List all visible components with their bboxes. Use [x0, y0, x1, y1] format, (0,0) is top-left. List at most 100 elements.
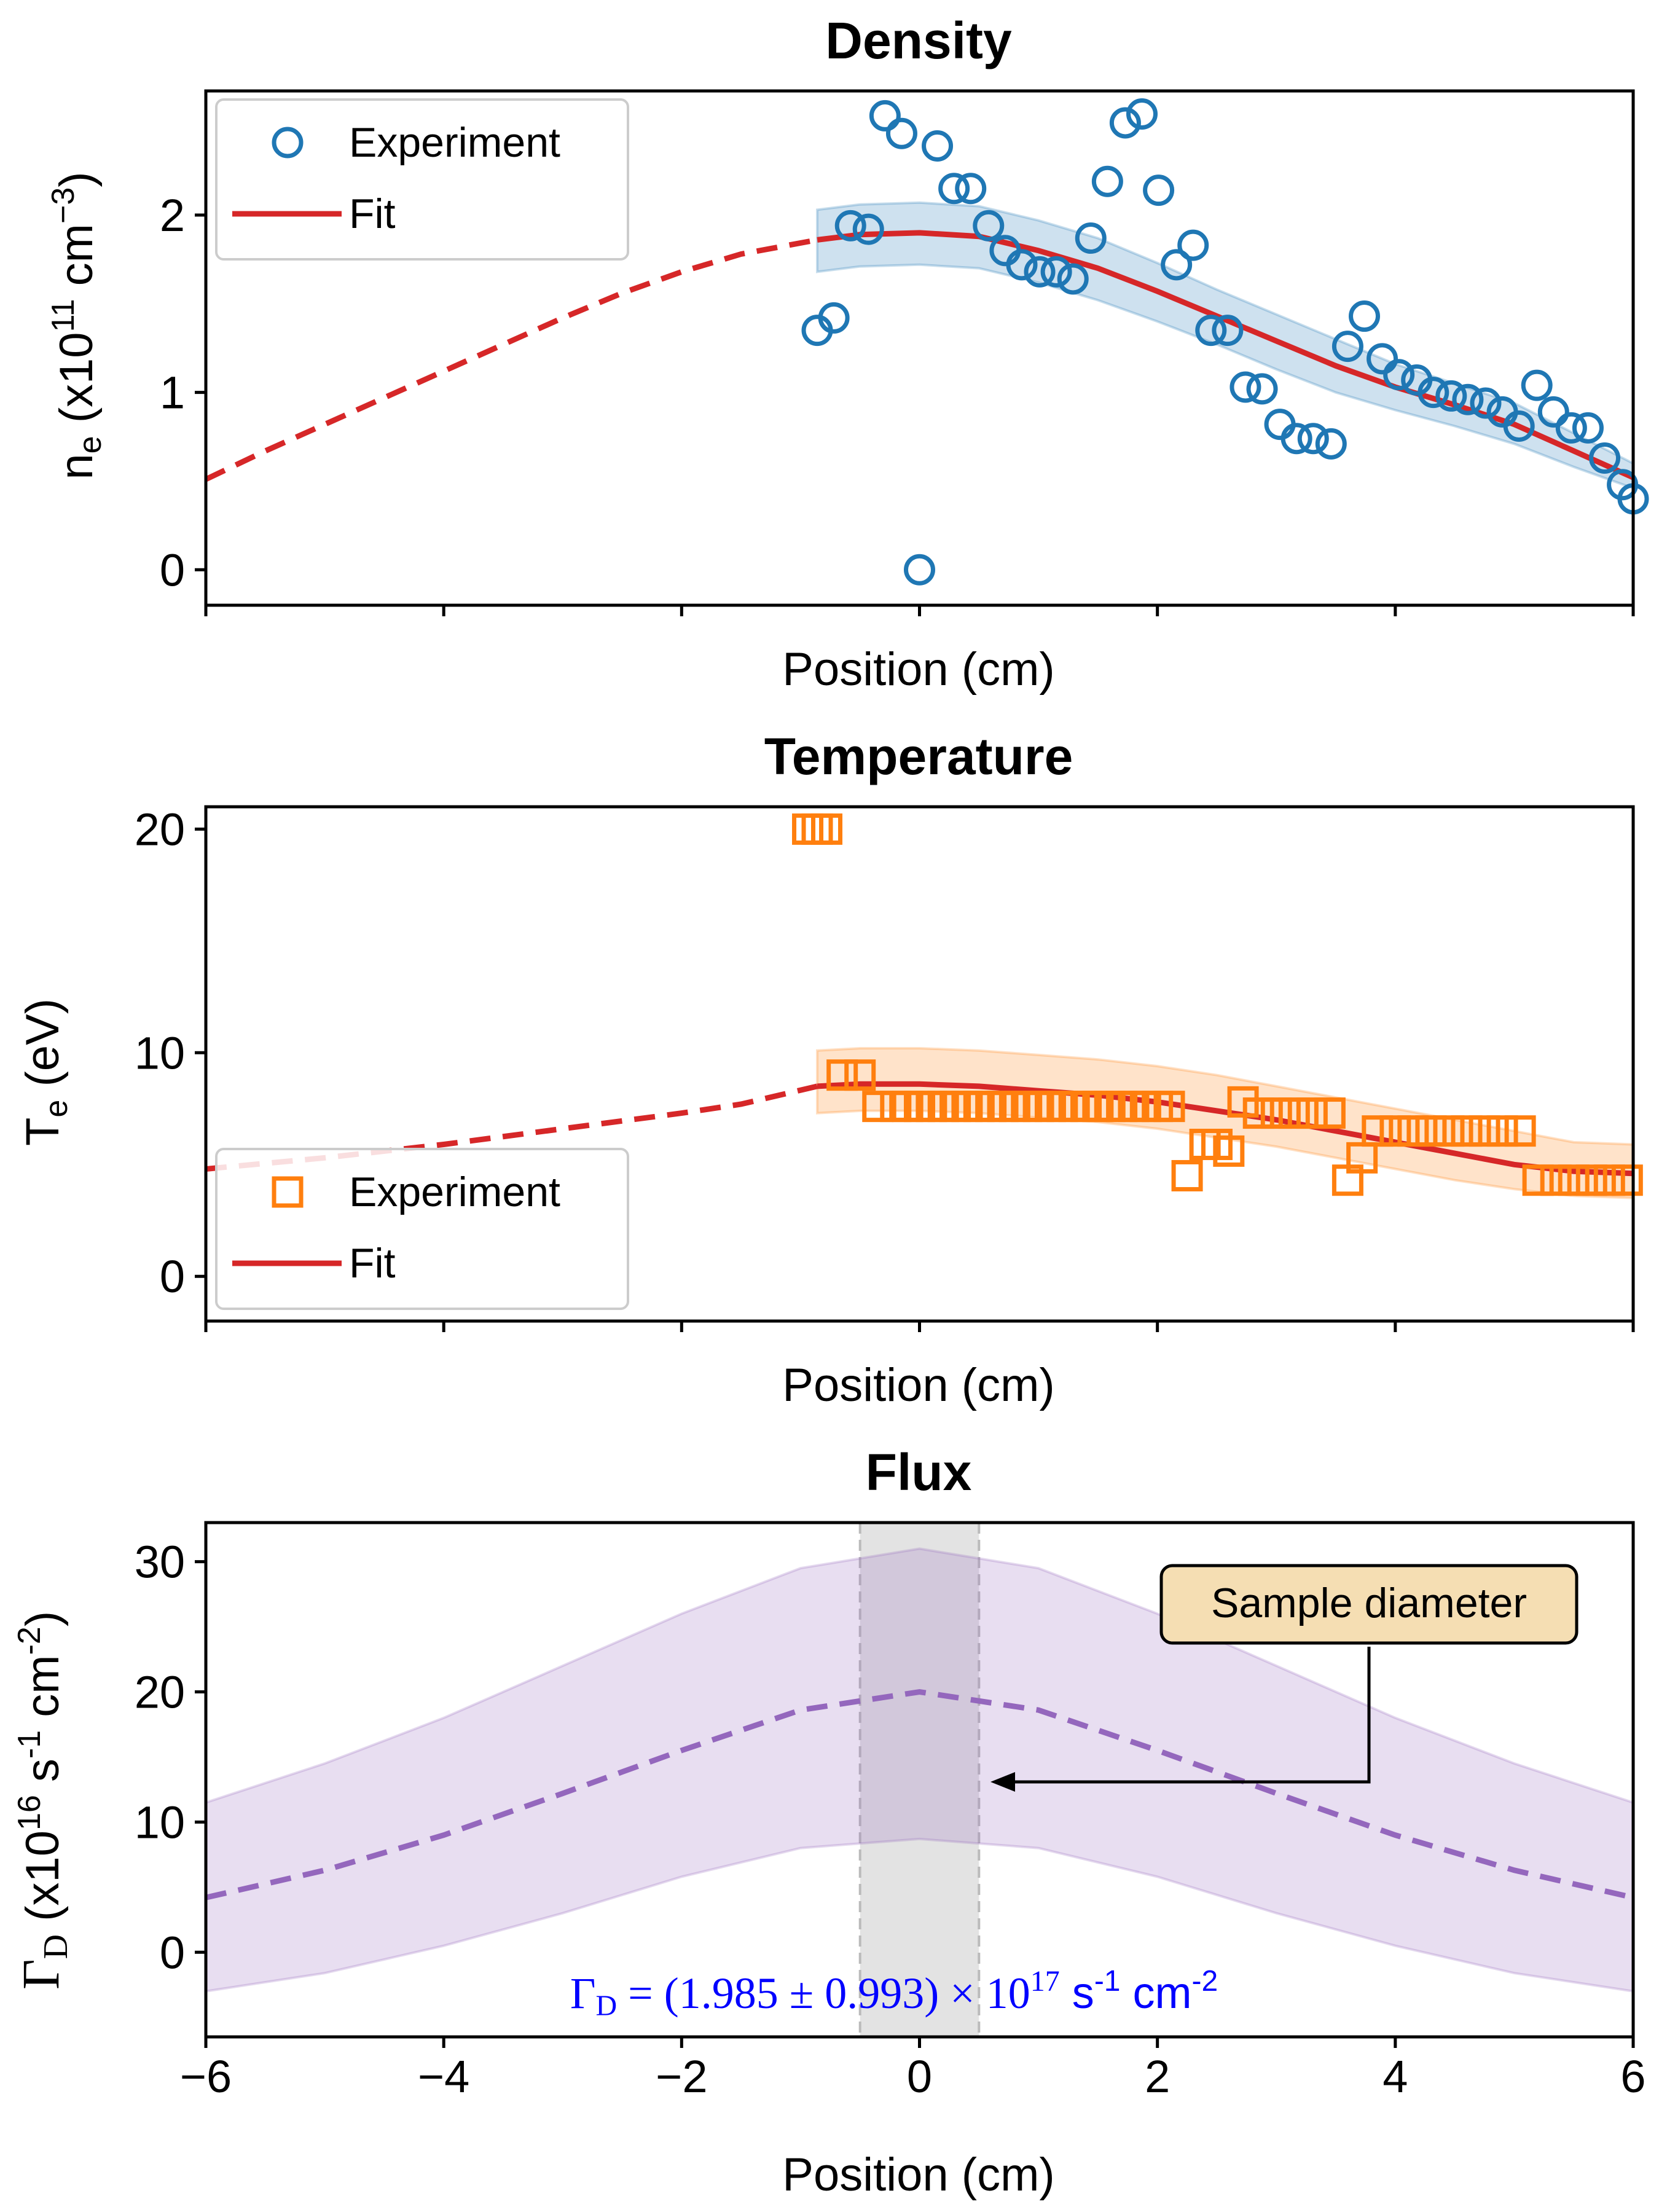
density-legend-experiment-label: Experiment [349, 119, 560, 166]
temperature-xlabel: Position (cm) [782, 1359, 1054, 1411]
flux-plot-area: −6 −4 −2 0 2 4 6 0 10 20 30 [135, 1521, 1646, 2102]
temperature-ytick-label: 10 [135, 1027, 185, 1078]
density-data-point [1315, 428, 1347, 460]
temperature-plot-area: 0 10 20 [135, 804, 1643, 1332]
temperature-uncertainty-band [816, 1047, 1633, 1199]
flux-xtick-label: 2 [1145, 2051, 1170, 2102]
density-title: Density [825, 12, 1012, 69]
density-ytick-label: 2 [160, 190, 185, 241]
temperature-data-point [862, 1091, 894, 1123]
density-data-point [955, 173, 987, 205]
density-data-point [904, 554, 935, 586]
svg-text:ne (x1011 cm−3): ne (x1011 cm−3) [45, 171, 108, 479]
flux-xtick-label: −2 [656, 2051, 707, 2102]
temperature-data-point [826, 1059, 858, 1091]
temperature-data-point [1296, 1097, 1328, 1129]
density-data-point [1126, 98, 1158, 130]
density-data-point [1589, 442, 1621, 474]
density-data-point [852, 213, 884, 245]
temperature-fit-line [817, 1081, 1633, 1177]
flux-xtick-label: 0 [907, 2051, 932, 2102]
density-data-point [1332, 331, 1363, 363]
temperature-data-point [1540, 1164, 1572, 1196]
temperature-ytick-label: 0 [160, 1251, 185, 1302]
density-data-point [1367, 343, 1398, 375]
density-data-point [1470, 387, 1502, 419]
density-data-point [1435, 380, 1467, 412]
temperature-data-point [1260, 1097, 1292, 1129]
density-data-point [1177, 229, 1209, 261]
svg-text:ΓD (x1016 s-1 cm-2): ΓD (x1016 s-1 cm-2) [11, 1611, 75, 1990]
temperature-data-point [1415, 1115, 1447, 1147]
density-data-point [1521, 369, 1553, 401]
density-data-point [1109, 107, 1141, 139]
temperature-data-point [1433, 1115, 1465, 1147]
density-data-point [973, 210, 1005, 241]
density-data-point [1057, 263, 1089, 295]
density-data-point [1246, 373, 1278, 405]
flux-xtick-label: 6 [1620, 2051, 1645, 2102]
flux-ytick-label: 30 [135, 1537, 185, 1588]
temperature-data-point [801, 813, 833, 845]
flux-data-layer [206, 1523, 1633, 2037]
temperature-data-point [1242, 1097, 1274, 1129]
temperature-data-point [1593, 1164, 1625, 1196]
density-ytick-label: 0 [160, 544, 185, 595]
density-xlabel: Position (cm) [782, 643, 1054, 696]
density-extrapolation-line [206, 237, 818, 482]
temperature-data-point [1504, 1115, 1536, 1147]
temperature-data-point [844, 1059, 876, 1091]
flux-xtick-label: −6 [180, 2051, 232, 2102]
temperature-legend-experiment-label: Experiment [349, 1169, 560, 1215]
temperature-legend-experiment-marker [272, 1176, 304, 1208]
temperature-data-point [1171, 1159, 1203, 1191]
density-data-point [1161, 249, 1193, 281]
temperature-data-point [1379, 1115, 1411, 1147]
density-data-point [1281, 423, 1312, 455]
density-panel: Density ne (x1011 cm−3) Position (cm) 0 1… [45, 12, 1649, 696]
temperature-title: Temperature [764, 728, 1073, 785]
annotation-box [1159, 1564, 1579, 1645]
flux-xtick-label: −4 [418, 2051, 469, 2102]
density-data-point [834, 210, 866, 241]
temperature-legend: Experiment Fit [215, 1148, 629, 1310]
sample-region [860, 1523, 979, 2037]
density-data-point [1418, 377, 1449, 409]
density-legend-fit-label: Fit [349, 190, 396, 237]
svg-text:Te (eV): Te (eV) [17, 998, 74, 1146]
density-data-point [1383, 359, 1415, 391]
density-legend: Experiment Fit [215, 98, 629, 261]
density-data-point [1091, 165, 1123, 197]
temperature-legend-frame [215, 1148, 629, 1310]
density-data-point [1555, 412, 1587, 444]
temperature-data-point [1558, 1164, 1590, 1196]
temperature-data-point [1575, 1164, 1607, 1196]
flux-ytick-label: 20 [135, 1666, 185, 1717]
density-data-point [1143, 175, 1175, 206]
temperature-data-point [1522, 1164, 1554, 1196]
temperature-data-point [792, 813, 824, 845]
density-data-point [885, 117, 917, 149]
density-data-point [1040, 256, 1072, 288]
density-data-point [1349, 300, 1381, 332]
density-legend-experiment-marker [272, 127, 304, 159]
flux-xlabel: Position (cm) [782, 2149, 1054, 2201]
flux-panel: Flux ΓD (x1016 s-1 cm-2) Position (cm) −… [11, 1443, 1646, 2201]
temperature-data-point [1611, 1164, 1643, 1196]
flux-formula: ΓD = (1.985 ± 0.993) × 1017 s-1 cm-2 [570, 1965, 1218, 2022]
temperature-ylabel: Te (eV) [17, 998, 74, 1146]
density-data-point [1230, 371, 1261, 403]
annotation-arrow-line [1008, 1647, 1371, 1784]
temperature-ytick-label: 20 [135, 804, 185, 855]
density-data-point [1075, 222, 1107, 254]
annotation-label: Sample diameter [1211, 1580, 1527, 1626]
temperature-data-point [1451, 1115, 1483, 1147]
density-data-point [1024, 256, 1056, 288]
flux-title: Flux [866, 1443, 972, 1501]
temperature-panel: Temperature Te (eV) Position (cm) 01020 … [17, 728, 1643, 1411]
temperature-data-point [811, 813, 843, 845]
density-data-point [1452, 383, 1484, 415]
annotation-arrowhead [990, 1772, 1015, 1792]
temperature-legend-fit-label: Fit [349, 1240, 396, 1287]
